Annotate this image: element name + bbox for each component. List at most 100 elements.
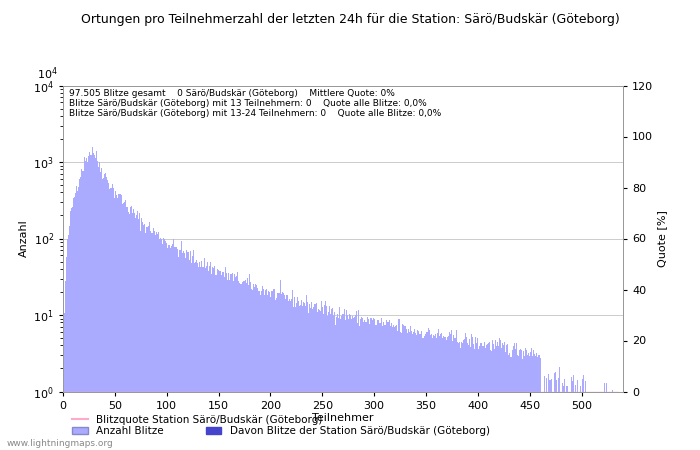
Bar (200, 267, 202, 450)
Bar (526, 350, 527, 450)
Bar (278, 293, 279, 450)
Bar (558, 378, 559, 450)
Bar (166, 243, 167, 450)
Bar (80, 177, 81, 450)
Bar (549, 380, 550, 450)
Bar (242, 282, 243, 450)
Y-axis label: Quote [%]: Quote [%] (657, 210, 667, 267)
Bar (72, 207, 73, 450)
Bar (442, 338, 443, 450)
Bar (326, 306, 327, 450)
Bar (365, 322, 366, 450)
Bar (122, 203, 124, 450)
Bar (550, 380, 551, 450)
Bar (302, 306, 303, 450)
Bar (412, 333, 413, 450)
Bar (125, 200, 126, 450)
Bar (490, 350, 491, 450)
Bar (506, 345, 507, 450)
Bar (152, 233, 153, 450)
Bar (163, 238, 164, 450)
Bar (94, 155, 95, 450)
Bar (544, 376, 545, 450)
Bar (366, 323, 368, 450)
Bar (185, 258, 186, 450)
Bar (297, 297, 298, 450)
Bar (335, 325, 336, 450)
Bar (580, 386, 581, 450)
Bar (378, 320, 379, 450)
Bar (88, 156, 90, 450)
Bar (368, 319, 370, 450)
Bar (70, 212, 71, 450)
Bar (570, 377, 572, 450)
Bar (404, 326, 405, 450)
Bar (456, 342, 458, 450)
Bar (181, 241, 182, 450)
Bar (206, 262, 208, 450)
Bar (372, 319, 374, 450)
Bar (182, 252, 183, 450)
Bar (217, 269, 218, 450)
Bar (497, 342, 498, 450)
Bar (532, 356, 533, 450)
Bar (323, 314, 324, 450)
Bar (357, 323, 358, 450)
Bar (388, 322, 389, 450)
Bar (232, 281, 234, 450)
Bar (293, 307, 294, 450)
Bar (548, 374, 549, 450)
Bar (530, 352, 531, 450)
Bar (239, 284, 240, 450)
Bar (86, 158, 88, 450)
Bar (533, 350, 534, 450)
Bar (495, 340, 496, 450)
Bar (248, 285, 249, 450)
Bar (502, 343, 503, 450)
Bar (132, 212, 133, 450)
Bar (169, 245, 170, 450)
Bar (224, 277, 225, 450)
Bar (383, 322, 384, 450)
Bar (160, 238, 161, 450)
Bar (83, 171, 84, 450)
Bar (144, 224, 146, 450)
Bar (508, 355, 510, 450)
Bar (266, 289, 267, 450)
Bar (524, 356, 525, 450)
Bar (308, 313, 309, 450)
Bar (381, 319, 382, 450)
Text: www.lightningmaps.org: www.lightningmaps.org (7, 439, 113, 448)
Bar (519, 350, 520, 450)
Bar (443, 336, 444, 450)
Bar (385, 325, 386, 450)
Bar (389, 320, 390, 450)
Bar (74, 197, 75, 450)
Bar (268, 291, 269, 450)
Bar (583, 375, 584, 450)
Bar (523, 351, 524, 450)
Bar (400, 333, 402, 450)
Bar (131, 206, 132, 450)
Bar (333, 315, 334, 450)
Bar (422, 338, 423, 450)
Bar (577, 379, 578, 450)
Bar (314, 305, 316, 450)
Bar (252, 290, 253, 450)
Bar (161, 239, 162, 450)
Bar (273, 289, 274, 450)
Bar (264, 295, 265, 450)
Bar (274, 289, 275, 450)
Bar (193, 250, 194, 450)
Bar (246, 283, 247, 450)
Bar (188, 252, 189, 450)
Bar (417, 330, 418, 450)
Bar (406, 329, 407, 450)
Bar (546, 378, 547, 450)
Bar (505, 351, 506, 450)
Bar (461, 342, 462, 450)
Bar (292, 290, 293, 450)
Bar (192, 256, 193, 450)
Bar (480, 343, 482, 450)
Bar (234, 277, 236, 450)
